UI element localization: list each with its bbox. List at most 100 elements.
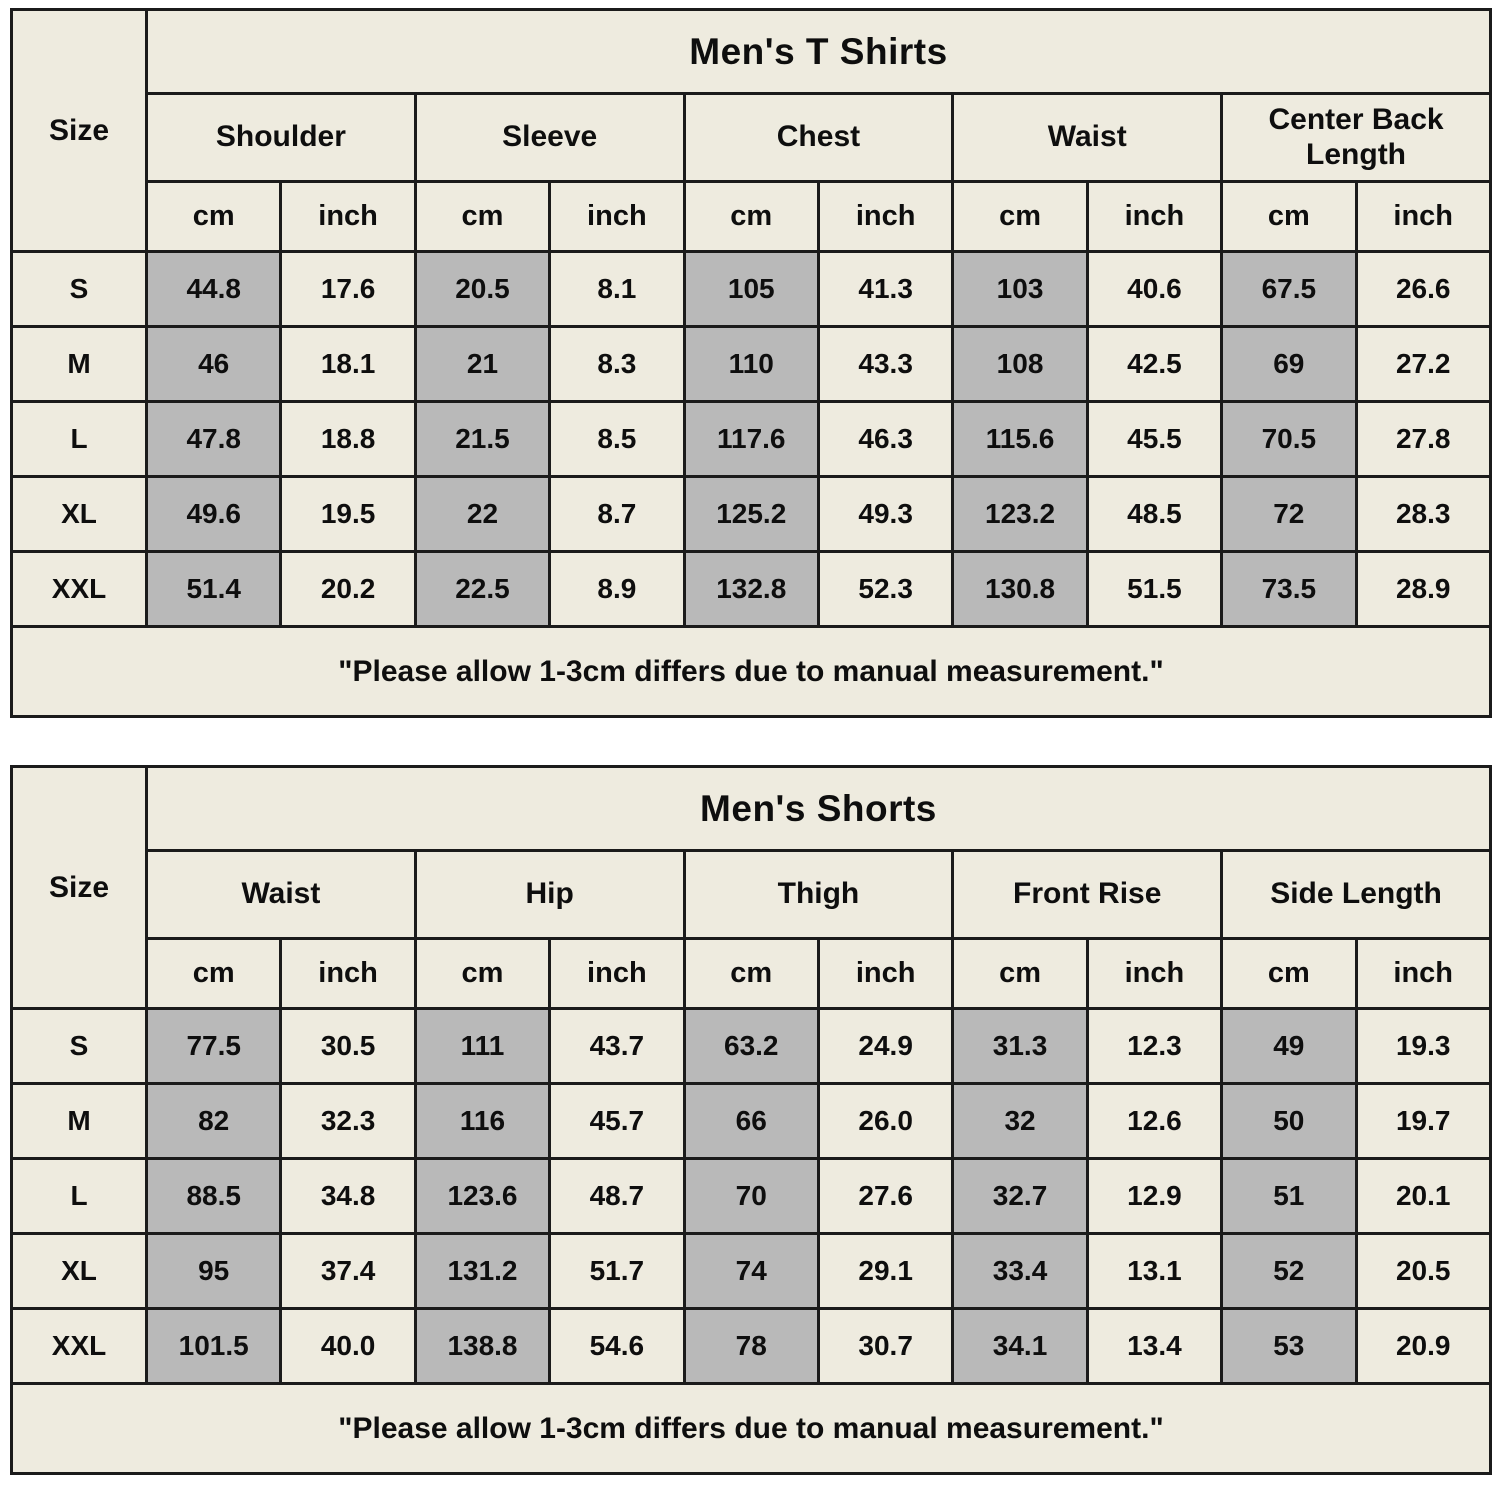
column-group-header: Waist xyxy=(145,849,417,940)
value-inch: 45.7 xyxy=(548,1082,686,1160)
unit-header-row: cm inch cm inch cm inch cm inch cm inch xyxy=(12,937,1492,1010)
value-inch: 8.1 xyxy=(548,250,686,328)
size-column-header: Size xyxy=(10,765,148,1010)
column-group-header: Center Back Length xyxy=(1220,92,1492,183)
value-inch: 30.5 xyxy=(279,1007,417,1085)
note-row: "Please allow 1-3cm differs due to manua… xyxy=(10,625,1492,718)
column-group-header: Shoulder xyxy=(145,92,417,183)
value-cm: 49 xyxy=(1220,1007,1358,1085)
value-inch: 52.3 xyxy=(816,550,955,628)
size-row-m: M 46 18.1 21 8.3 110 43.3 108 42.5 69 27.2 xyxy=(10,325,1492,403)
value-cm: 22.5 xyxy=(413,550,552,628)
size-row-s: S 44.8 17.6 20.5 8.1 105 41.3 103 40.6 67.5 26.6 xyxy=(10,250,1492,328)
value-cm: 52 xyxy=(1220,1232,1358,1310)
unit-header-inch: inch xyxy=(279,180,417,253)
title-row: Size Men's T Shirts xyxy=(10,8,1492,253)
value-cm: 130.8 xyxy=(951,550,1089,628)
value-cm: 138.8 xyxy=(413,1307,552,1385)
value-cm: 116 xyxy=(413,1082,552,1160)
value-cm: 21 xyxy=(413,325,552,403)
value-cm: 33.4 xyxy=(951,1232,1089,1310)
unit-header-cm: cm xyxy=(951,180,1089,253)
size-value: S xyxy=(10,1007,148,1085)
size-row-xl: XL 49.6 19.5 22 8.7 125.2 49.3 123.2 48.5 72 28.3 xyxy=(10,475,1492,553)
column-group-header: Side Length xyxy=(1220,849,1492,940)
unit-header-inch: inch xyxy=(816,937,955,1010)
unit-header-inch: inch xyxy=(548,937,686,1010)
value-cm: 125.2 xyxy=(682,475,820,553)
unit-header-cm: cm xyxy=(682,180,820,253)
value-inch: 19.3 xyxy=(1354,1007,1492,1085)
value-inch: 24.9 xyxy=(816,1007,955,1085)
value-cm: 70.5 xyxy=(1220,400,1358,478)
value-cm: 105 xyxy=(682,250,820,328)
unit-header-cm: cm xyxy=(413,937,552,1010)
value-inch: 40.0 xyxy=(279,1307,417,1385)
column-group-header: Sleeve xyxy=(413,92,686,183)
unit-header-inch: inch xyxy=(1354,937,1492,1010)
value-inch: 51.5 xyxy=(1085,550,1224,628)
mens-tshirts-size-table: Size Men's T Shirts Shoulder Sleeve Chest W… xyxy=(10,8,1492,718)
size-row-xl: XL 95 37.4 131.2 51.7 74 29.1 33.4 13.1 52 20.5 xyxy=(10,1232,1492,1310)
value-cm: 32.7 xyxy=(951,1157,1089,1235)
value-inch: 17.6 xyxy=(279,250,417,328)
value-cm: 117.6 xyxy=(682,400,820,478)
value-cm: 110 xyxy=(682,325,820,403)
unit-header-cm: cm xyxy=(951,937,1089,1010)
column-group-header: Front Rise xyxy=(951,849,1224,940)
value-cm: 78 xyxy=(682,1307,820,1385)
value-cm: 46 xyxy=(144,325,283,403)
value-inch: 8.5 xyxy=(548,400,686,478)
value-inch: 27.2 xyxy=(1354,325,1492,403)
value-cm: 101.5 xyxy=(144,1307,283,1385)
value-inch: 18.1 xyxy=(279,325,417,403)
value-cm: 123.6 xyxy=(413,1157,552,1235)
size-value: XL xyxy=(10,1232,148,1310)
unit-header-cm: cm xyxy=(144,180,283,253)
mens-shorts-size-table: Size Men's Shorts Waist Hip Thigh Front Ris… xyxy=(10,765,1492,1475)
value-cm: 111 xyxy=(413,1007,552,1085)
value-inch: 13.4 xyxy=(1085,1307,1224,1385)
measurement-note: "Please allow 1-3cm differs due to manua… xyxy=(10,1382,1492,1475)
value-cm: 31.3 xyxy=(951,1007,1089,1085)
measurement-note: "Please allow 1-3cm differs due to manua… xyxy=(10,625,1492,718)
value-cm: 34.1 xyxy=(951,1307,1089,1385)
value-cm: 51 xyxy=(1220,1157,1358,1235)
value-cm: 70 xyxy=(682,1157,820,1235)
size-column-header: Size xyxy=(10,8,148,253)
value-cm: 95 xyxy=(144,1232,283,1310)
measurement-header-row: Waist Hip Thigh Front Rise Side Length xyxy=(12,849,1492,940)
value-inch: 40.6 xyxy=(1085,250,1224,328)
value-inch: 26.0 xyxy=(816,1082,955,1160)
value-inch: 20.5 xyxy=(1354,1232,1492,1310)
value-inch: 8.7 xyxy=(548,475,686,553)
value-inch: 13.1 xyxy=(1085,1232,1224,1310)
size-value: XXL xyxy=(10,1307,148,1385)
unit-header-inch: inch xyxy=(816,180,955,253)
size-value: M xyxy=(10,325,148,403)
value-inch: 54.6 xyxy=(548,1307,686,1385)
value-cm: 20.5 xyxy=(413,250,552,328)
unit-header-inch: inch xyxy=(1354,180,1492,253)
value-inch: 8.9 xyxy=(548,550,686,628)
value-inch: 51.7 xyxy=(548,1232,686,1310)
unit-header-cm: cm xyxy=(1220,937,1358,1010)
value-inch: 46.3 xyxy=(816,400,955,478)
value-inch: 19.7 xyxy=(1354,1082,1492,1160)
value-cm: 74 xyxy=(682,1232,820,1310)
value-cm: 22 xyxy=(413,475,552,553)
value-inch: 41.3 xyxy=(816,250,955,328)
value-inch: 45.5 xyxy=(1085,400,1224,478)
unit-header-inch: inch xyxy=(1085,937,1224,1010)
unit-header-inch: inch xyxy=(279,937,417,1010)
size-row-xxl: XXL 51.4 20.2 22.5 8.9 132.8 52.3 130.8 51.5 73.5… xyxy=(10,550,1492,628)
value-inch: 27.6 xyxy=(816,1157,955,1235)
value-inch: 42.5 xyxy=(1085,325,1224,403)
column-group-header: Waist xyxy=(951,92,1224,183)
value-cm: 53 xyxy=(1220,1307,1358,1385)
table-title: Men's Shorts xyxy=(145,765,1492,852)
value-cm: 21.5 xyxy=(413,400,552,478)
column-group-header: Chest xyxy=(682,92,955,183)
table-title: Men's T Shirts xyxy=(145,8,1492,95)
